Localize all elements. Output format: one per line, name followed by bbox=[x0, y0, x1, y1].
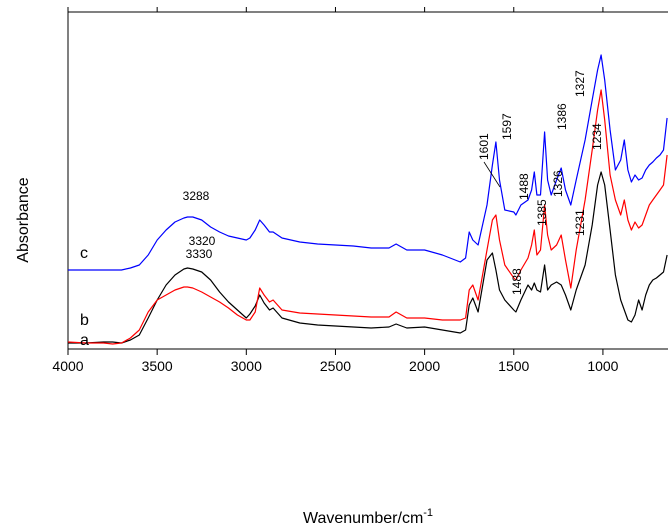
peak-annotation: 1234 bbox=[590, 123, 604, 150]
x-tick-label: 3500 bbox=[142, 358, 173, 374]
x-tick-label: 2000 bbox=[409, 358, 440, 374]
series-label: c bbox=[80, 245, 88, 262]
peak-annotation: 1601 bbox=[477, 133, 491, 160]
peak-annotation: 1385 bbox=[535, 199, 549, 226]
x-tick-label: 1500 bbox=[498, 358, 529, 374]
spectrum-line bbox=[68, 171, 668, 344]
peak-annotation: 3320 bbox=[189, 234, 216, 248]
y-axis-label: Absorbance bbox=[15, 177, 32, 262]
x-axis-label: Wavenumber/cm-1 bbox=[303, 507, 433, 527]
peak-annotation: 1231 bbox=[573, 209, 587, 236]
x-tick-label: 2500 bbox=[320, 358, 351, 374]
peak-annotation: 1326 bbox=[551, 170, 565, 197]
x-tick-label: 1000 bbox=[587, 358, 618, 374]
peak-annotation: 1386 bbox=[555, 103, 569, 130]
series-label: b bbox=[80, 312, 89, 329]
peak-annotation: 3288 bbox=[183, 189, 210, 203]
x-axis-label-superscript: -1 bbox=[423, 507, 433, 519]
peak-annotation: 1488 bbox=[517, 173, 531, 200]
peak-annotation: 1597 bbox=[500, 113, 514, 140]
x-tick-label: 4000 bbox=[52, 358, 83, 374]
annotation-leader bbox=[483, 161, 501, 188]
peak-annotation: 1488 bbox=[510, 268, 524, 295]
plot-frame bbox=[67, 11, 668, 350]
x-tick-label: 3000 bbox=[231, 358, 262, 374]
peak-annotation: 3330 bbox=[186, 247, 213, 261]
spectrum-line bbox=[68, 54, 668, 271]
series-label: a bbox=[80, 332, 89, 349]
x-axis-label-text: Wavenumber/cm bbox=[303, 510, 423, 527]
peak-annotation: 1327 bbox=[573, 70, 587, 97]
spectrum-line bbox=[67, 89, 668, 345]
